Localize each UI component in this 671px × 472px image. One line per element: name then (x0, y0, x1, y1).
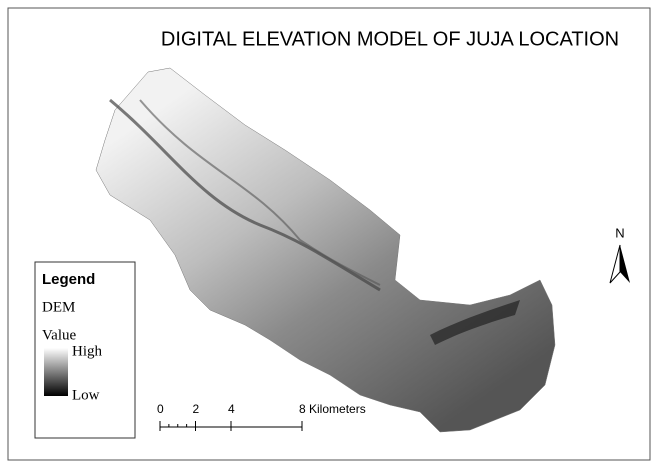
arrow-half (620, 245, 630, 283)
arrow-half (609, 244, 621, 284)
scale-bar: 0 2 4 8 Kilometers (157, 402, 366, 431)
river-valley (430, 300, 520, 345)
north-arrow: N (609, 225, 630, 284)
north-label: N (615, 225, 624, 240)
legend-field: Value (42, 327, 76, 343)
scale-label: 0 (157, 402, 164, 416)
scale-label: 8 Kilometers (299, 402, 366, 416)
legend-high: High (72, 343, 103, 359)
color-ramp (44, 348, 68, 396)
legend-title: Legend (42, 271, 95, 288)
legend-layer: DEM (42, 299, 75, 315)
legend-low: Low (72, 387, 100, 403)
river-valley (139, 99, 381, 286)
legend: Legend DEM Value High Low (34, 261, 136, 439)
scale-label: 2 (193, 402, 200, 416)
map-title: DIGITAL ELEVATION MODEL OF JUJA LOCATION (161, 28, 619, 50)
river-valley (109, 98, 381, 292)
scale-label: 4 (228, 402, 235, 416)
